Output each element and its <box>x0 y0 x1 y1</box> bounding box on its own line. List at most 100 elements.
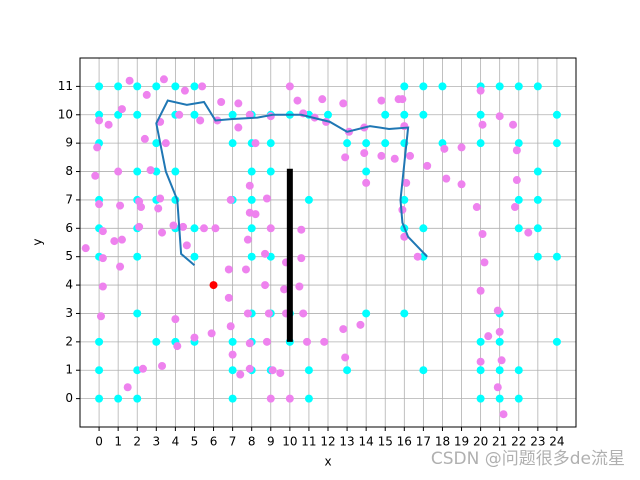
point <box>245 339 254 348</box>
point <box>377 151 386 160</box>
y-tick-label: 1 <box>65 363 73 377</box>
x-tick-label: 4 <box>172 435 180 449</box>
point <box>152 139 161 148</box>
point <box>95 366 104 375</box>
point <box>552 337 561 346</box>
y-tick-label: 2 <box>65 334 73 348</box>
point <box>472 203 481 212</box>
point <box>190 333 199 342</box>
y-tick-label: 3 <box>65 306 73 320</box>
point <box>95 337 104 346</box>
point <box>158 228 167 237</box>
point <box>419 224 428 233</box>
y-tick-label: 10 <box>58 107 73 121</box>
point <box>533 195 542 204</box>
point <box>484 332 493 341</box>
point <box>457 143 466 152</box>
point <box>116 262 125 271</box>
point <box>234 123 243 132</box>
y-tick-label: 7 <box>65 192 73 206</box>
point <box>295 282 304 291</box>
point <box>390 154 399 163</box>
point <box>362 178 371 187</box>
point <box>362 167 371 176</box>
point <box>400 110 409 119</box>
point <box>533 252 542 261</box>
point <box>190 82 199 91</box>
point <box>440 144 449 153</box>
point <box>228 139 237 148</box>
point <box>413 252 422 261</box>
point <box>161 139 170 148</box>
point <box>138 364 147 373</box>
point <box>171 167 180 176</box>
point <box>304 394 313 403</box>
point <box>297 254 306 263</box>
x-tick-label: 0 <box>95 435 103 449</box>
point <box>343 139 352 148</box>
point <box>251 139 260 148</box>
point <box>552 139 561 148</box>
point <box>152 82 161 91</box>
x-tick-label: 21 <box>492 435 507 449</box>
point <box>190 110 199 119</box>
point <box>400 309 409 318</box>
point <box>196 116 205 125</box>
point <box>360 149 369 158</box>
point <box>135 222 144 231</box>
x-tick-label: 23 <box>530 435 545 449</box>
point <box>514 366 523 375</box>
x-tick-label: 9 <box>267 435 275 449</box>
point <box>226 322 235 331</box>
point <box>285 82 294 91</box>
point <box>402 178 411 187</box>
point <box>98 282 107 291</box>
point <box>493 306 502 315</box>
point <box>261 281 270 290</box>
point <box>133 110 142 119</box>
point <box>356 320 365 329</box>
point <box>362 139 371 148</box>
x-tick-label: 8 <box>248 435 256 449</box>
point <box>266 167 275 176</box>
point <box>495 327 504 336</box>
point <box>552 252 561 261</box>
point <box>381 139 390 148</box>
point <box>499 410 508 419</box>
point <box>480 258 489 267</box>
point <box>303 337 312 346</box>
point <box>524 228 533 237</box>
point <box>268 366 277 375</box>
point <box>247 195 256 204</box>
point <box>476 337 485 346</box>
y-tick-label: 5 <box>65 249 73 263</box>
point <box>96 312 105 321</box>
y-axis-label: y <box>31 238 45 245</box>
point <box>476 86 485 95</box>
point <box>217 97 226 106</box>
point <box>152 337 161 346</box>
point <box>110 237 119 246</box>
point <box>495 82 504 91</box>
point <box>362 309 371 318</box>
point <box>228 394 237 403</box>
point <box>159 75 168 84</box>
point <box>117 105 126 114</box>
point <box>297 225 306 234</box>
point <box>343 366 352 375</box>
x-tick-label: 6 <box>210 435 218 449</box>
point <box>180 86 189 95</box>
x-tick-label: 5 <box>191 435 199 449</box>
point <box>95 116 104 125</box>
point <box>95 200 104 209</box>
point <box>552 110 561 119</box>
x-tick-label: 22 <box>511 435 526 449</box>
point <box>198 82 207 91</box>
point <box>190 224 199 233</box>
point <box>495 112 504 121</box>
x-tick-label: 24 <box>549 435 564 449</box>
point <box>123 383 132 392</box>
point <box>125 76 134 85</box>
